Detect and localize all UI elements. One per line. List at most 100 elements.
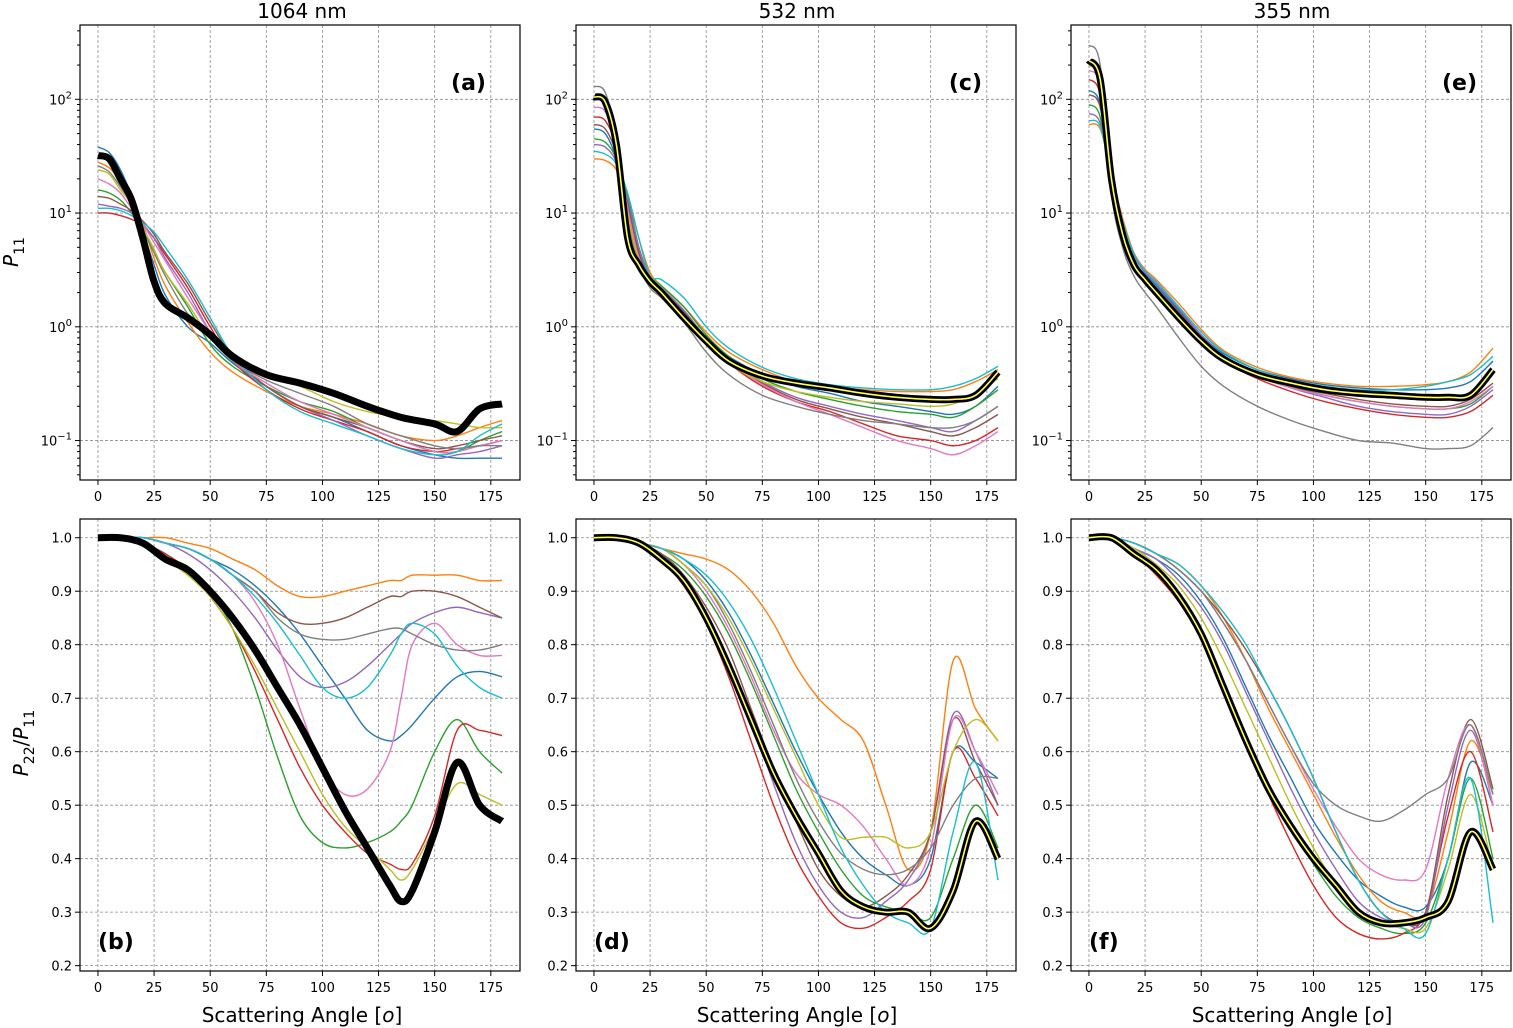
x-tick-label: 50 [202, 490, 219, 505]
panels: 0 25 50 75 100 125 150 175 10−1 100 101 102 (a) 0 25 50… [41, 24, 1512, 996]
series-line-9 [1088, 536, 1494, 934]
svg-text:P22/P11: P22/P11 [9, 710, 38, 777]
y-tick-label: 100 [49, 318, 72, 336]
x-label-col-0: Scattering Angle [o] [202, 1003, 403, 1027]
y-tick-label: 102 [545, 90, 568, 108]
y-tick-label: 10−1 [41, 432, 72, 450]
x-tick-label: 25 [146, 981, 163, 996]
y-tick-label: 0.2 [547, 960, 568, 975]
y-tick-label: 0.2 [51, 960, 72, 975]
x-tick-label: 75 [258, 490, 275, 505]
mean-line-highlight [1088, 535, 1494, 925]
x-tick-label: 150 [918, 981, 943, 996]
y-ticks: 10−1 100 101 102 [41, 90, 80, 450]
series-group [593, 533, 1002, 935]
y-tick-label: 0.9 [51, 585, 72, 600]
series-line-3 [97, 189, 503, 454]
series-line-5 [1088, 536, 1494, 929]
series-line-10 [1088, 536, 1494, 939]
series-line-4 [97, 536, 503, 871]
y-tick-label: 0.7 [51, 692, 72, 707]
x-tick-label: 50 [698, 981, 715, 996]
y-minor-ticks [77, 30, 80, 476]
panel-e: 0 25 50 75 100 125 150 175 10−1 100 101 102 (e) [1032, 24, 1512, 505]
y-tick-label: 1.0 [1042, 532, 1063, 547]
series-line-2 [97, 536, 503, 599]
y-tick-label: 0.2 [1042, 960, 1063, 975]
x-tick-label: 100 [1301, 981, 1326, 996]
x-tick-label: 25 [642, 490, 659, 505]
y-tick-label: 0.9 [547, 585, 568, 600]
grid [1071, 519, 1511, 971]
x-tick-label: 100 [806, 490, 831, 505]
series-line-3 [593, 536, 999, 922]
panel-a: 0 25 50 75 100 125 150 175 10−1 100 101 102 (a) [41, 24, 521, 505]
y-tick-label: 101 [545, 204, 568, 222]
series-group [97, 146, 503, 460]
panel-label: (c) [949, 71, 982, 96]
series-line-10 [97, 536, 503, 699]
series-line-2 [1088, 123, 1494, 388]
column-title-355: 355 nm [1254, 0, 1331, 23]
mean-line [97, 152, 503, 436]
axes-frame [1070, 518, 1512, 972]
x-tick-label: 175 [974, 981, 999, 996]
y-tick-label: 100 [1040, 318, 1063, 336]
panel-label: (e) [1442, 71, 1477, 96]
x-ticks: 0 25 50 75 100 125 150 175 [94, 971, 503, 996]
series-line-4 [1088, 535, 1494, 940]
mean-line-highlight [593, 95, 999, 401]
series-line-5 [1088, 112, 1494, 416]
panel-b: 0 25 50 75 100 125 150 175 0.2 0.3 0.4 0.5 0.6 0.7 0.8… [51, 518, 521, 996]
x-tick-label: 0 [590, 981, 598, 996]
x-tick-label: 75 [754, 981, 771, 996]
series-line-3 [1088, 535, 1494, 935]
x-tick-label: 75 [258, 981, 275, 996]
x-tick-label: 0 [1085, 981, 1093, 996]
y-tick-label: 0.6 [1042, 746, 1063, 761]
x-tick-label: 100 [806, 981, 831, 996]
axes-frame [79, 518, 521, 972]
x-tick-label: 50 [1193, 981, 1210, 996]
x-tick-label: 125 [862, 490, 887, 505]
panel-d: 0 25 50 75 100 125 150 175 0.2 0.3 0.4 0.5 0.6 0.7 0.8… [547, 518, 1017, 996]
y-tick-label: 1.0 [547, 532, 568, 547]
y-tick-label: 0.8 [1042, 639, 1063, 654]
x-tick-label: 150 [918, 490, 943, 505]
series-line-10 [1088, 119, 1494, 391]
axes-frame [575, 24, 1017, 481]
x-tick-label: 75 [1249, 981, 1266, 996]
x-tick-label: 175 [1469, 490, 1494, 505]
x-ticks: 0 25 50 75 100 125 150 175 [1085, 971, 1494, 996]
series-line-2 [593, 158, 999, 393]
x-tick-label: 150 [1413, 490, 1438, 505]
x-tick-label: 0 [94, 981, 102, 996]
y-ticks: 0.2 0.3 0.4 0.5 0.6 0.7 0.8 0.9 1.0 [51, 532, 80, 975]
y-tick-label: 0.5 [51, 799, 72, 814]
y-minor-ticks [1068, 30, 1071, 476]
series-line-9 [593, 98, 999, 408]
panel-label: (d) [594, 930, 630, 955]
series-line-5 [97, 536, 503, 689]
x-tick-label: 75 [1249, 490, 1266, 505]
mean-line-highlight [593, 536, 999, 930]
y-tick-label: 0.7 [547, 692, 568, 707]
series-line-4 [1088, 78, 1494, 419]
y-tick-label: 0.8 [547, 639, 568, 654]
y-ticks: 0.2 0.3 0.4 0.5 0.6 0.7 0.8 0.9 1.0 [1042, 532, 1071, 975]
x-tick-label: 150 [422, 981, 447, 996]
panel-label: (f) [1089, 930, 1119, 955]
axes-frame [1070, 24, 1512, 481]
y-tick-label: 0.4 [1042, 853, 1063, 868]
y-tick-label: 10−1 [1032, 432, 1063, 450]
x-tick-label: 0 [590, 490, 598, 505]
series-line-1 [1088, 536, 1494, 912]
x-tick-label: 100 [1301, 490, 1326, 505]
y-label-bottom: P22/P11 [9, 710, 38, 777]
x-tick-label: 175 [1469, 981, 1494, 996]
x-tick-label: 125 [1357, 490, 1382, 505]
y-tick-label: 100 [545, 318, 568, 336]
x-tick-label: 175 [478, 981, 503, 996]
column-title-1064: 1064 nm [257, 0, 346, 23]
x-label-col-2: Scattering Angle [o] [1192, 1003, 1393, 1027]
